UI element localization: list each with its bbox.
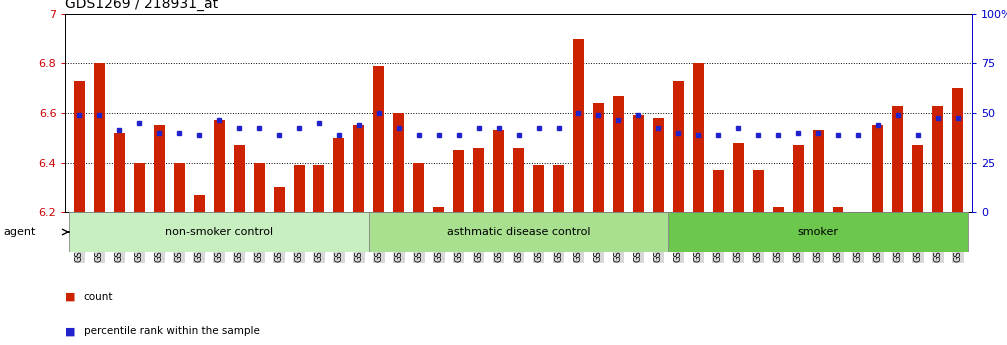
Bar (453, 150, 464, 212)
Bar (833, 207, 844, 212)
Bar (752, 170, 763, 212)
Bar (94, 63, 105, 212)
Bar (213, 120, 225, 212)
Bar (892, 106, 903, 212)
Bar (234, 145, 245, 212)
Bar (473, 148, 484, 212)
Bar (793, 145, 804, 212)
Text: smoker: smoker (798, 227, 839, 237)
Text: count: count (84, 292, 113, 302)
Bar (493, 130, 505, 212)
Bar (114, 133, 125, 212)
Bar (533, 165, 544, 212)
Bar (394, 113, 405, 212)
Bar (433, 207, 444, 212)
Text: GDS1269 / 218931_at: GDS1269 / 218931_at (65, 0, 219, 11)
Bar (174, 162, 184, 212)
Bar (413, 162, 424, 212)
Text: agent: agent (3, 227, 35, 237)
Bar (593, 103, 604, 212)
Bar (353, 125, 365, 212)
Bar (254, 162, 265, 212)
Bar (313, 165, 324, 212)
Bar (134, 162, 145, 212)
Bar (693, 63, 704, 212)
Bar (872, 125, 883, 212)
Bar (669, 212, 968, 252)
Bar (293, 165, 304, 212)
Bar (193, 195, 204, 212)
Bar (912, 145, 923, 212)
Bar (154, 125, 165, 212)
Bar (653, 118, 664, 212)
Bar (553, 165, 564, 212)
Bar (274, 187, 285, 212)
Bar (613, 96, 624, 212)
Bar (514, 148, 524, 212)
Bar (74, 81, 85, 212)
Bar (713, 170, 724, 212)
Bar (573, 39, 584, 212)
Bar (813, 130, 824, 212)
Bar (772, 207, 783, 212)
Text: ■: ■ (65, 292, 76, 302)
Bar (632, 116, 643, 212)
Bar (953, 88, 964, 212)
Text: ■: ■ (65, 326, 76, 336)
Bar (733, 143, 744, 212)
Bar (369, 212, 669, 252)
Bar (932, 106, 944, 212)
Bar (333, 138, 344, 212)
Bar (374, 66, 385, 212)
Bar (673, 81, 684, 212)
Text: percentile rank within the sample: percentile rank within the sample (84, 326, 260, 336)
Text: asthmatic disease control: asthmatic disease control (447, 227, 590, 237)
Bar (69, 212, 369, 252)
Text: non-smoker control: non-smoker control (165, 227, 273, 237)
